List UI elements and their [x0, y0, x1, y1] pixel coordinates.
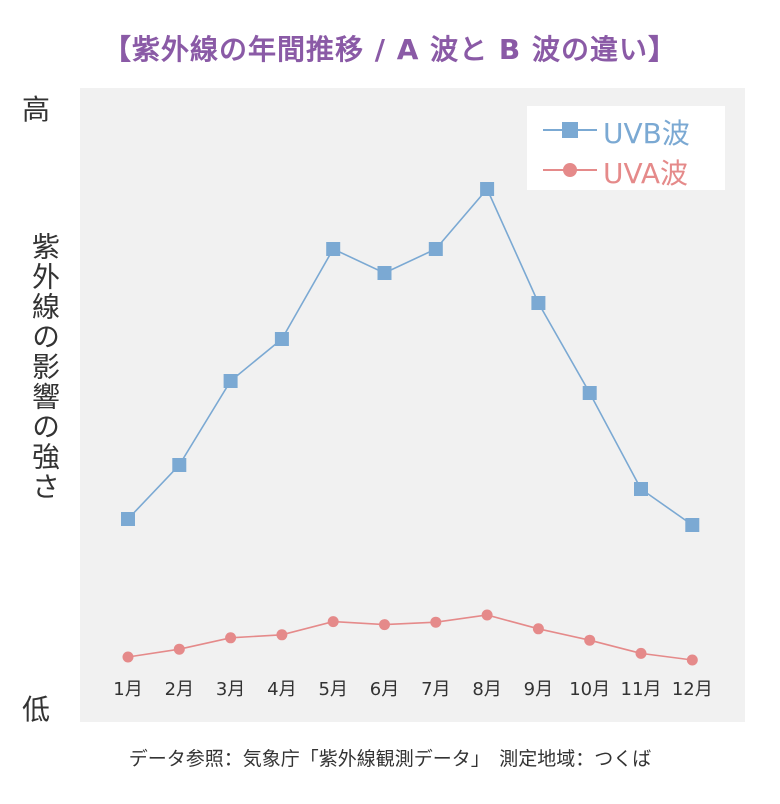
data-source-note: データ参照：気象庁「紫外線観測データ」 測定地域：つくば: [128, 748, 652, 770]
legend-item-uva: UVA波: [527, 150, 725, 190]
y-axis-high-label: 高: [22, 93, 51, 126]
legend-item-uvb: UVB波: [527, 110, 725, 150]
legend: UVB波 UVA波: [527, 106, 725, 190]
data-point-1-6: [430, 616, 442, 628]
data-point-0-10: [634, 482, 648, 496]
data-point-1-4: [327, 616, 339, 628]
x-tick-label: 6月: [370, 679, 399, 700]
data-point-0-6: [428, 242, 443, 256]
circle-marker-icon: [543, 163, 597, 177]
x-tick-label: 1月: [113, 679, 142, 700]
y-axis-label: 紫外線の影響の強さ: [28, 232, 61, 502]
data-point-1-11: [686, 654, 698, 666]
data-point-0-4: [326, 242, 341, 256]
series-line-1: [127, 614, 693, 661]
data-point-0-3: [274, 332, 289, 346]
square-marker-icon: [543, 122, 597, 138]
data-point-1-1: [173, 643, 185, 655]
x-tick-label: 8月: [472, 679, 501, 700]
data-point-0-11: [685, 518, 700, 532]
y-axis-low-label: 低: [22, 693, 51, 726]
data-point-0-0: [121, 512, 135, 526]
x-tick-label: 4月: [267, 679, 296, 700]
data-point-0-2: [223, 374, 238, 388]
data-point-1-2: [225, 632, 237, 644]
data-point-1-7: [481, 609, 493, 621]
x-tick-label: 9月: [524, 679, 553, 700]
data-point-1-9: [584, 634, 596, 646]
legend-label-uva: UVA波: [603, 157, 689, 190]
data-point-1-8: [532, 623, 544, 635]
x-tick-label: 3月: [216, 679, 245, 700]
data-point-0-8: [531, 296, 546, 310]
data-point-1-3: [276, 629, 288, 641]
data-point-0-5: [377, 266, 392, 280]
x-tick-label: 5月: [318, 679, 347, 700]
x-tick-label: 10月: [569, 679, 610, 700]
legend-label-uvb: UVB波: [603, 117, 690, 150]
data-point-0-9: [582, 386, 597, 400]
data-point-0-7: [480, 182, 495, 196]
data-point-0-1: [172, 458, 187, 472]
data-point-1-0: [122, 651, 134, 663]
data-point-1-5: [379, 619, 390, 631]
x-tick-label: 11月: [621, 679, 662, 700]
x-tick-label: 2月: [165, 679, 194, 700]
series-line-0: [127, 187, 693, 526]
data-point-1-10: [635, 647, 647, 659]
x-tick-label: 12月: [672, 679, 713, 700]
chart-title: 【紫外線の年間推移 / A 波と B 波の違い】: [103, 33, 677, 66]
x-tick-label: 7月: [421, 679, 450, 700]
plot-area: [80, 88, 745, 722]
